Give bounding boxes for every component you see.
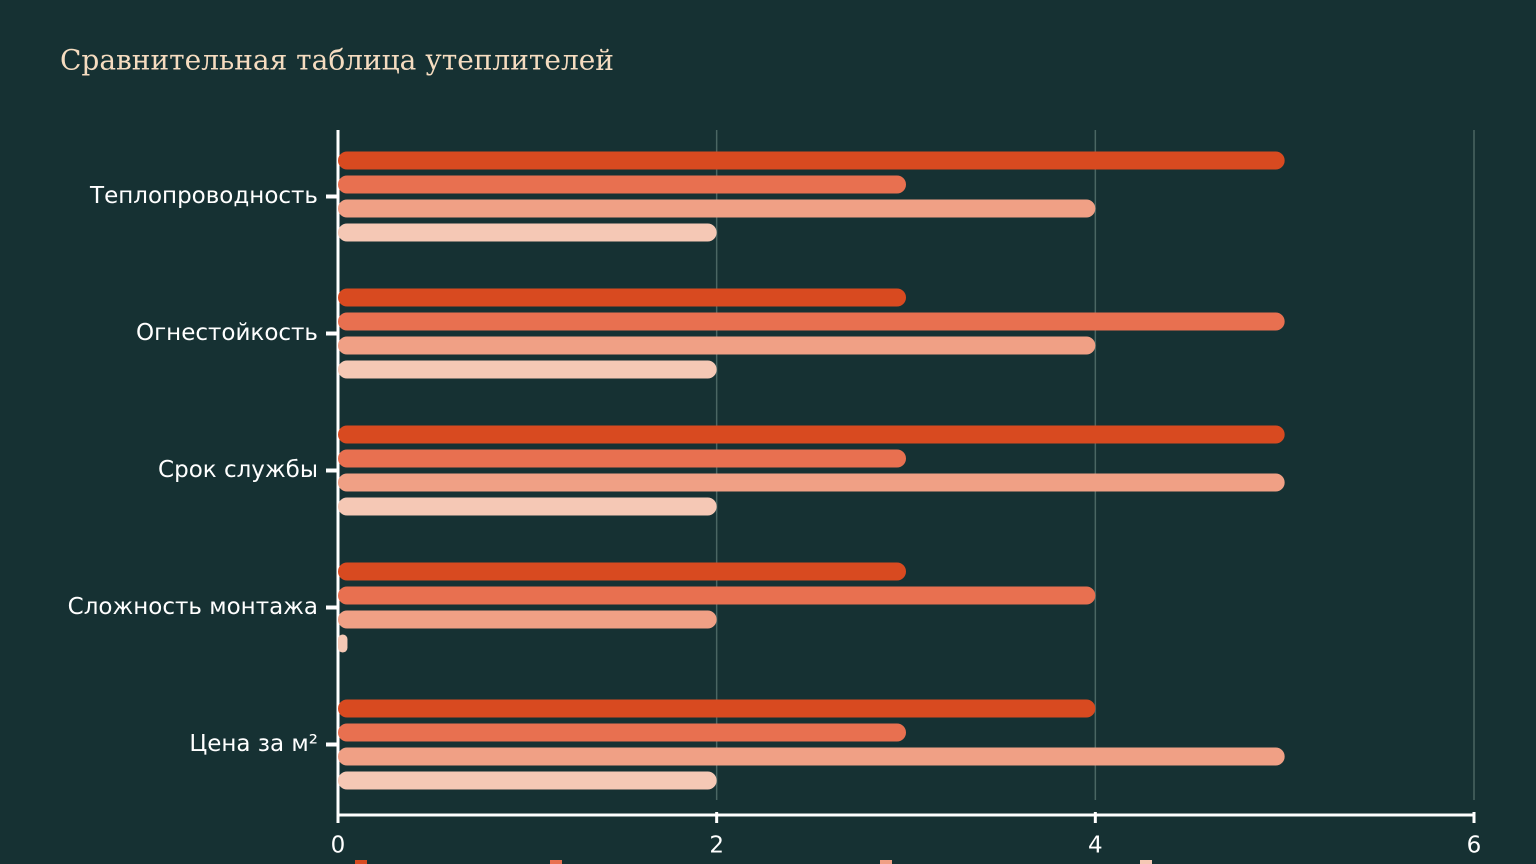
bar (338, 723, 906, 742)
y-tick-label: Теплопроводность (89, 183, 318, 209)
bar (338, 473, 1285, 492)
x-tick-label: 2 (709, 833, 724, 859)
bar (338, 223, 717, 242)
bar (338, 634, 348, 653)
bar (338, 586, 1096, 605)
x-tick-label: 6 (1467, 833, 1482, 859)
y-tick-label: Сложность монтажа (68, 594, 318, 620)
bar (338, 497, 717, 516)
x-tick-label: 4 (1088, 833, 1103, 859)
bar (338, 175, 906, 194)
bar (338, 336, 1096, 355)
chart-title: Сравнительная таблица утеплителей (60, 44, 614, 77)
bar (338, 449, 906, 468)
bar (338, 360, 717, 379)
y-tick-label: Срок службы (158, 457, 318, 483)
bar (338, 288, 906, 307)
legend-swatch (880, 860, 892, 864)
x-tick-label: 0 (331, 833, 346, 859)
bar (338, 425, 1285, 444)
legend-swatch (550, 860, 562, 864)
bar (338, 199, 1096, 218)
bar (338, 151, 1285, 170)
bar (338, 699, 1096, 718)
y-tick-label: Огнестойкость (136, 320, 318, 346)
bar (338, 771, 717, 790)
y-tick-label: Цена за м² (189, 731, 318, 757)
bar (338, 312, 1285, 331)
legend-swatch (1140, 860, 1152, 864)
bar (338, 562, 906, 581)
legend-swatch (355, 860, 367, 864)
bar (338, 747, 1285, 766)
bar (338, 610, 717, 629)
